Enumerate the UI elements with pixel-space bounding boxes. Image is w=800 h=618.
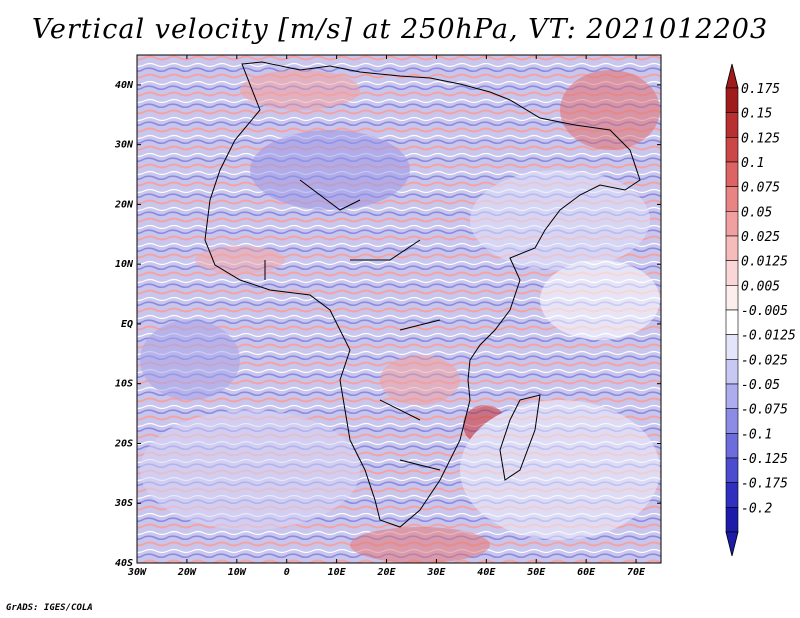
- colorbar-label: -0.005: [741, 304, 788, 319]
- colorbar-swatch: [725, 457, 739, 483]
- colorbar-swatch: [725, 87, 739, 113]
- lon-tick-label: 30W: [127, 567, 147, 578]
- colorbar-swatch: [725, 359, 739, 385]
- colorbar-label: 0.15: [741, 107, 772, 122]
- colorbar-label: -0.175: [741, 477, 788, 492]
- coastlines: [204, 61, 641, 528]
- colorbar-swatch: [725, 137, 739, 163]
- lon-tick-label: 40E: [477, 567, 496, 578]
- colorbar: 0.175 0.15 0.125 0.1 0.075 0.05 0.025 0.0125 0.0…: [725, 63, 796, 557]
- lat-tick-label: 30S: [114, 498, 133, 509]
- colorbar-swatch: [725, 161, 739, 187]
- colorbar-swatch: [725, 408, 739, 434]
- map-plot-area: [137, 55, 661, 563]
- colorbar-label: 0.0125: [741, 255, 788, 270]
- lat-tick-label: 10S: [115, 379, 133, 390]
- colorbar-label: 0.1: [741, 156, 764, 171]
- colorbar-swatch: [725, 260, 739, 286]
- colorbar-label: 0.125: [741, 131, 780, 146]
- colorbar-swatch: [725, 235, 739, 261]
- lat-tick-label: 10N: [115, 259, 134, 270]
- longitude-axis: 30W 20W 10W 0 10E 20E 30E 40E 50E 60E 70E: [127, 55, 646, 578]
- colorbar-label: -0.05: [741, 378, 780, 393]
- lon-tick-label: 20E: [376, 567, 396, 578]
- lon-tick-label: 20W: [177, 567, 197, 578]
- colorbar-label: -0.0125: [741, 329, 796, 344]
- map-title: Vertical velocity [m/s] at 250hPa, VT: 2…: [31, 14, 769, 45]
- lat-tick-label: 40S: [115, 558, 133, 569]
- latitude-axis: 40N 30N 20N 10N EQ 10S 20S 30S 40S: [114, 80, 661, 569]
- colorbar-swatch: [725, 112, 739, 138]
- colorbar-label: 0.005: [741, 279, 780, 294]
- lat-tick-label: EQ: [121, 319, 133, 330]
- colorbar-top-arrow: [725, 63, 739, 89]
- colorbar-swatch: [725, 211, 739, 237]
- colorbar-bottom-arrow: [725, 531, 739, 557]
- lon-tick-label: 30E: [426, 567, 446, 578]
- lon-tick-label: 60E: [577, 567, 596, 578]
- colorbar-label: -0.075: [741, 403, 788, 418]
- map-frame: [136, 54, 662, 564]
- lon-tick-label: 0: [284, 567, 290, 578]
- lon-tick-label: 10W: [228, 567, 247, 578]
- lon-tick-label: 50E: [527, 567, 546, 578]
- lat-tick-label: 20N: [114, 199, 134, 210]
- colorbar-label: 0.075: [741, 181, 780, 196]
- colorbar-swatch: [725, 383, 739, 409]
- lat-tick-label: 20S: [114, 438, 133, 449]
- lon-tick-label: 10E: [328, 567, 347, 578]
- lon-tick-label: 70E: [627, 567, 646, 578]
- colorbar-swatch: [725, 285, 739, 311]
- colorbar-label: -0.125: [741, 452, 788, 467]
- colorbar-swatch: [725, 334, 739, 360]
- colorbar-label: 0.175: [741, 82, 780, 97]
- credit-text: GrADS: IGES/COLA: [6, 603, 93, 613]
- lat-tick-label: 30N: [114, 140, 134, 151]
- colorbar-swatch: [725, 186, 739, 212]
- colorbar-label: 0.05: [741, 205, 772, 220]
- colorbar-label: 0.025: [741, 230, 780, 245]
- colorbar-swatch: [725, 309, 739, 335]
- colorbar-label: -0.1: [741, 427, 772, 442]
- velocity-blobs: [140, 70, 660, 563]
- colorbar-swatch: [725, 507, 739, 533]
- colorbar-swatch: [725, 433, 739, 459]
- colorbar-label: -0.2: [741, 501, 772, 516]
- colorbar-label: -0.025: [741, 353, 788, 368]
- lat-tick-label: 40N: [115, 80, 134, 91]
- colorbar-swatch: [725, 482, 739, 508]
